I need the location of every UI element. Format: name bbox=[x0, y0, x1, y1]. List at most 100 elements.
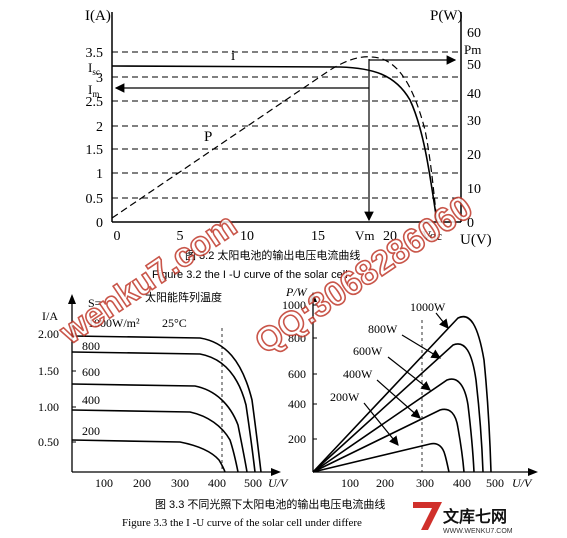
fig2-y-arrow bbox=[68, 294, 76, 304]
fig2-x-tick: 200 bbox=[133, 476, 151, 490]
fig2-temp-title: 太阳能阵列温度 bbox=[145, 290, 222, 304]
fig3-label-arrows bbox=[363, 312, 449, 446]
fig1-right-tick: 60 bbox=[467, 26, 481, 41]
fig2-curve-800 bbox=[71, 351, 256, 473]
fig1-right-tick-labels: 0 10 20 30 40 50 60 bbox=[467, 26, 481, 231]
fig2-curve-label: 600 bbox=[82, 365, 100, 379]
fig2-s-value: 1000W/m² bbox=[88, 316, 140, 330]
fig2-curve-label: 400 bbox=[82, 393, 100, 407]
fig2-xlabel: U/V bbox=[268, 476, 289, 490]
fig1-iv-curve bbox=[111, 65, 438, 223]
fig2-x-arrow bbox=[271, 468, 281, 476]
fig3-curve-400 bbox=[312, 408, 465, 473]
fig3-y-tick: 1000 bbox=[282, 298, 306, 312]
fig1-caption-cn: 图 3.2 太阳电池的输出电压电流曲线 bbox=[185, 248, 360, 262]
logo-url-text: WWW.WENKU7.COM bbox=[443, 528, 513, 535]
logo-7-mark bbox=[413, 502, 442, 530]
fig2-ylabel: I/A bbox=[42, 309, 58, 323]
fig2-y-tick: 2.00 bbox=[38, 327, 59, 341]
fig3-y-tick: 200 bbox=[288, 432, 306, 446]
fig3-ylabel: P/W bbox=[285, 285, 308, 299]
fig2-x-tick: 300 bbox=[171, 476, 189, 490]
fig1-right-tick: 10 bbox=[467, 182, 481, 197]
fig33-caption-en: Figure 3.3 the I -U curve of the solar c… bbox=[122, 517, 362, 529]
fig1-x-tick-labels: 0 5 10 15 20 bbox=[114, 229, 398, 244]
fig1-left-tick: 1 bbox=[96, 167, 103, 182]
fig1-x-tick: 15 bbox=[311, 229, 325, 244]
fig1-p-curve-label: P bbox=[204, 129, 212, 145]
fig2-curve-600 bbox=[71, 383, 248, 473]
fig3-y-arrow bbox=[309, 292, 317, 302]
fig1-grid bbox=[112, 51, 461, 199]
fig3-y-tick: 800 bbox=[288, 331, 306, 345]
fig2-curve-label: 800 bbox=[82, 339, 100, 353]
figure-3-2: I(A) P(W) U(V) 0 0.5 1 1.5 2 2.5 3 3.5 bbox=[85, 8, 492, 281]
fig1-voc-label: Voc bbox=[422, 228, 442, 243]
fig1-left-tick: 0 bbox=[96, 216, 103, 231]
figure-3-3-iu: I/A U/V 0.50 1.00 1.50 2.00 100 200 300 … bbox=[38, 290, 289, 490]
fig2-x-tick: 400 bbox=[208, 476, 226, 490]
fig1-right-tick: 20 bbox=[467, 148, 481, 163]
fig2-s-label: S= bbox=[88, 296, 102, 310]
fig1-x-tick: 20 bbox=[383, 229, 397, 244]
fig1-i-curve-label: i bbox=[231, 48, 235, 64]
fig1-right-tick: 50 bbox=[467, 58, 481, 73]
fig33-caption-cn: 图 3.3 不同光照下太阳电池的输出电压电流曲线 bbox=[155, 497, 385, 511]
fig1-left-tick-labels: 0 0.5 1 1.5 2 2.5 3 3.5 bbox=[86, 46, 104, 231]
fig3-x-tick: 300 bbox=[416, 476, 434, 490]
fig2-y-tick: 1.00 bbox=[38, 400, 59, 414]
fig3-x-tick: 100 bbox=[341, 476, 359, 490]
fig3-xlabel: U/V bbox=[512, 476, 533, 490]
fig3-curve-200 bbox=[312, 442, 450, 473]
fig3-curve-1000 bbox=[312, 315, 492, 473]
logo-cn-text: 文库七网 bbox=[443, 507, 507, 526]
fig3-y-ticks: 200 400 600 800 1000 bbox=[282, 298, 306, 446]
fig1-left-axis-title: I(A) bbox=[85, 8, 111, 24]
fig3-series-label: 600W bbox=[353, 344, 383, 358]
fig1-isc-label: Isc bbox=[88, 60, 100, 77]
fig1-right-tick: 30 bbox=[467, 114, 481, 129]
fig3-x-ticks: 100 200 300 400 500 bbox=[341, 476, 504, 490]
fig2-curve-200 bbox=[71, 439, 226, 473]
fig1-right-tick: 40 bbox=[467, 87, 481, 102]
fig1-left-tick: 3.5 bbox=[86, 46, 104, 61]
fig3-y-tick-marks bbox=[313, 304, 317, 440]
fig2-y-tick: 1.50 bbox=[38, 364, 59, 378]
fig1-left-tick: 1.5 bbox=[86, 143, 104, 158]
fig3-curve-600 bbox=[312, 378, 475, 473]
fig3-x-tick: 200 bbox=[376, 476, 394, 490]
fig1-x-axis-title: U(V) bbox=[460, 232, 492, 248]
fig1-im-label: Im bbox=[88, 82, 99, 99]
fig1-left-tick: 2.5 bbox=[86, 95, 104, 110]
fig3-series-label: 200W bbox=[330, 390, 360, 404]
fig3-curve-800 bbox=[312, 343, 484, 473]
fig3-y-tick: 400 bbox=[288, 397, 306, 411]
fig2-temp: 25°C bbox=[162, 316, 187, 330]
fig3-x-arrow bbox=[528, 468, 538, 476]
fig2-x-tick: 100 bbox=[95, 476, 113, 490]
fig1-x-tick: 5 bbox=[177, 229, 184, 244]
fig2-x-tick: 500 bbox=[244, 476, 262, 490]
fig3-x-tick: 400 bbox=[453, 476, 471, 490]
fig1-left-tick: 3 bbox=[96, 71, 103, 86]
fig3-x-tick: 500 bbox=[486, 476, 504, 490]
fig2-y-ticks: 0.50 1.00 1.50 2.00 bbox=[38, 327, 59, 449]
figure-3-3-pu: P/W U/V 200 400 600 800 1000 100 200 300… bbox=[282, 285, 538, 490]
fig1-left-tick: 0.5 bbox=[86, 192, 104, 207]
fig1-pm-label: Pm bbox=[464, 42, 481, 57]
fig2-curves bbox=[71, 335, 262, 473]
fig2-curve-label: 200 bbox=[82, 424, 100, 438]
fig2-curve-1000 bbox=[71, 335, 262, 473]
fig1-x-tick: 0 bbox=[114, 229, 121, 244]
fig1-vm-label: Vm bbox=[355, 228, 375, 243]
fig1-pv-curve bbox=[111, 56, 438, 223]
fig1-right-axis-title: P(W) bbox=[430, 8, 463, 24]
fig1-caption-en: Figure 3.2 the I -U curve of the solar c… bbox=[152, 269, 348, 281]
fig1-left-tick: 2 bbox=[96, 120, 103, 135]
site-logo: 文库七网 WWW.WENKU7.COM bbox=[413, 502, 513, 535]
fig3-curves bbox=[312, 315, 492, 473]
fig3-series-label: 1000W bbox=[410, 300, 446, 314]
fig3-series-label: 800W bbox=[368, 322, 398, 336]
fig2-y-tick: 0.50 bbox=[38, 435, 59, 449]
